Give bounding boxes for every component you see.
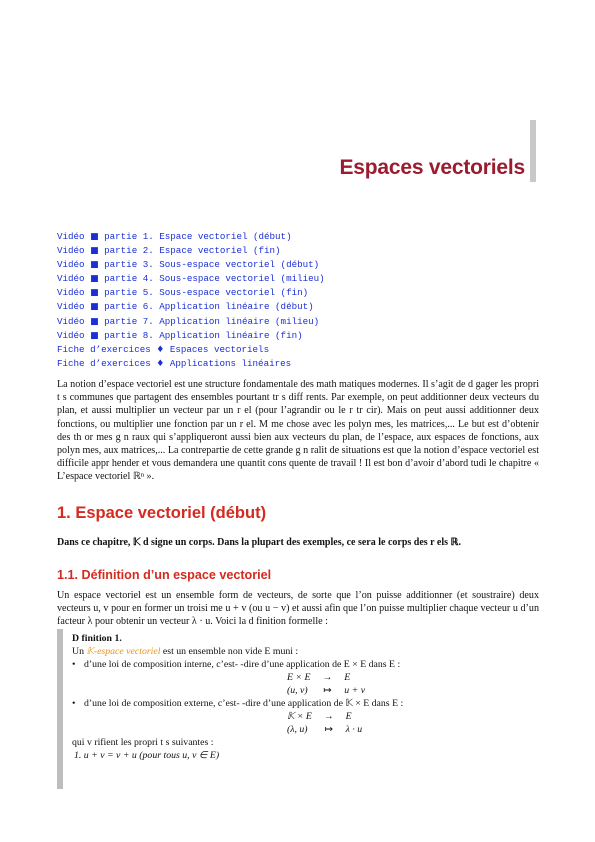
video-square-icon: ■ xyxy=(90,288,99,299)
math-cell: λ · u xyxy=(345,724,363,735)
resource-link[interactable]: Vidéo ■ partie 4. Sous-espace vectoriel … xyxy=(57,272,325,286)
link-label: Vidéo xyxy=(57,329,85,341)
link-label: Fiche d’exercices xyxy=(57,357,151,369)
chapter-side-bar xyxy=(530,120,536,182)
resource-link[interactable]: Vidéo ■ partie 7. Application linéaire (… xyxy=(57,315,325,329)
exercise-diamond-icon: ♦ xyxy=(156,358,165,369)
link-text: partie 7. Application linéaire (milieu) xyxy=(104,315,320,327)
link-text: partie 4. Sous-espace vectoriel (milieu) xyxy=(104,273,325,285)
video-square-icon: ■ xyxy=(90,316,99,327)
bullet-external-law: • d’une loi de composition externe, c’es… xyxy=(72,697,539,710)
link-text: Applications linéaires xyxy=(169,357,292,369)
bullet-text: d’une loi de composition interne, c’est-… xyxy=(84,659,401,670)
exercise-diamond-icon: ♦ xyxy=(156,344,165,355)
link-label: Fiche d’exercices xyxy=(57,343,151,355)
resource-link[interactable]: Vidéo ■ partie 1. Espace vectoriel (débu… xyxy=(57,230,325,244)
definition-title: D finition 1. xyxy=(72,633,122,644)
math-cell: E × E xyxy=(287,672,311,683)
resource-link[interactable]: Vidéo ■ partie 3. Sous-espace vectoriel … xyxy=(57,258,325,272)
math-arrow: ↦ xyxy=(324,724,333,735)
math-cell: E xyxy=(345,711,352,722)
video-square-icon: ■ xyxy=(90,232,99,242)
resource-link[interactable]: Vidéo ■ partie 5. Sous-espace vectoriel … xyxy=(57,286,325,300)
math-cell: E xyxy=(344,672,351,683)
bullet-internal-law: • d’une loi de composition interne, c’es… xyxy=(72,658,539,671)
section-title: 1. Espace vectoriel (début) xyxy=(57,504,267,522)
resource-link[interactable]: Fiche d’exercices ♦ Applications linéair… xyxy=(57,357,325,371)
link-label: Vidéo xyxy=(57,315,85,327)
link-label: Vidéo xyxy=(57,245,85,257)
video-square-icon: ■ xyxy=(90,260,99,271)
video-square-icon: ■ xyxy=(90,330,99,341)
link-label: Vidéo xyxy=(57,273,85,285)
definition-line-pre: Un xyxy=(72,646,87,657)
video-square-icon: ■ xyxy=(90,274,99,285)
link-text: partie 1. Espace vectoriel (début) xyxy=(104,231,292,242)
definition-line: Un 𝕂-espace vectoriel est un ensemble no… xyxy=(72,645,539,658)
chapter-title: Espaces vectoriels xyxy=(339,156,525,179)
math-cell: (u, v) xyxy=(287,685,308,696)
bullet-dot-icon: • xyxy=(72,698,76,709)
math-cell: (λ, u) xyxy=(287,724,308,735)
link-text: Espaces vectoriels xyxy=(169,343,270,355)
intro-paragraph: La notion d’espace vectoriel est une str… xyxy=(57,379,539,483)
math-cell: u + v xyxy=(344,685,366,696)
definition-box: D finition 1. Un 𝕂-espace vectoriel est … xyxy=(57,629,539,789)
subsection-title: 1.1. Définition d’un espace vectoriel xyxy=(57,568,272,582)
bullet-dot-icon: • xyxy=(72,659,76,670)
link-text: partie 8. Application linéaire (fin) xyxy=(104,329,303,341)
link-label: Vidéo xyxy=(57,287,85,299)
math-arrow: → xyxy=(322,672,333,683)
math-cell: 𝕂 × E xyxy=(287,711,312,722)
link-label: Vidéo xyxy=(57,231,85,242)
video-square-icon: ■ xyxy=(90,302,99,313)
definition-line-post: est un ensemble non vide E muni : xyxy=(160,646,299,657)
link-label: Vidéo xyxy=(57,259,85,271)
math-arrow: ↦ xyxy=(323,685,332,696)
resource-link[interactable]: Vidéo ■ partie 6. Application linéaire (… xyxy=(57,300,325,314)
property-1: 1. u + v = v + u (pour tous u, v ∈ E) xyxy=(74,750,220,761)
link-text: partie 3. Sous-espace vectoriel (début) xyxy=(104,259,320,271)
chapter-note: Dans ce chapitre, 𝕂 d signe un corps. Da… xyxy=(57,537,461,548)
link-label: Vidéo xyxy=(57,301,85,313)
external-law-formula: 𝕂 × E → E (λ, u) ↦ λ · u xyxy=(281,710,368,736)
definition-term: 𝕂-espace vectoriel xyxy=(86,646,161,657)
link-text: partie 2. Espace vectoriel (fin) xyxy=(104,245,281,257)
bullet-text: d’une loi de composition externe, c’est-… xyxy=(84,698,404,709)
resource-link[interactable]: Fiche d’exercices ♦ Espaces vectoriels xyxy=(57,343,325,357)
subsection-intro: Un espace vectoriel est un ensemble form… xyxy=(57,590,539,628)
internal-law-formula: E × E → E (u, v) ↦ u + v xyxy=(281,671,371,697)
link-text: partie 5. Sous-espace vectoriel (fin) xyxy=(104,287,309,299)
math-arrow: → xyxy=(323,711,334,722)
resource-link[interactable]: Vidéo ■ partie 8. Application linéaire (… xyxy=(57,329,325,343)
resource-links: Vidéo ■ partie 1. Espace vectoriel (débu… xyxy=(57,230,325,371)
resource-link[interactable]: Vidéo ■ partie 2. Espace vectoriel (fin) xyxy=(57,244,325,258)
video-square-icon: ■ xyxy=(90,246,99,257)
properties-intro: qui v rifient les propri t s suivantes : xyxy=(72,737,214,748)
link-text: partie 6. Application linéaire (début) xyxy=(104,301,314,313)
